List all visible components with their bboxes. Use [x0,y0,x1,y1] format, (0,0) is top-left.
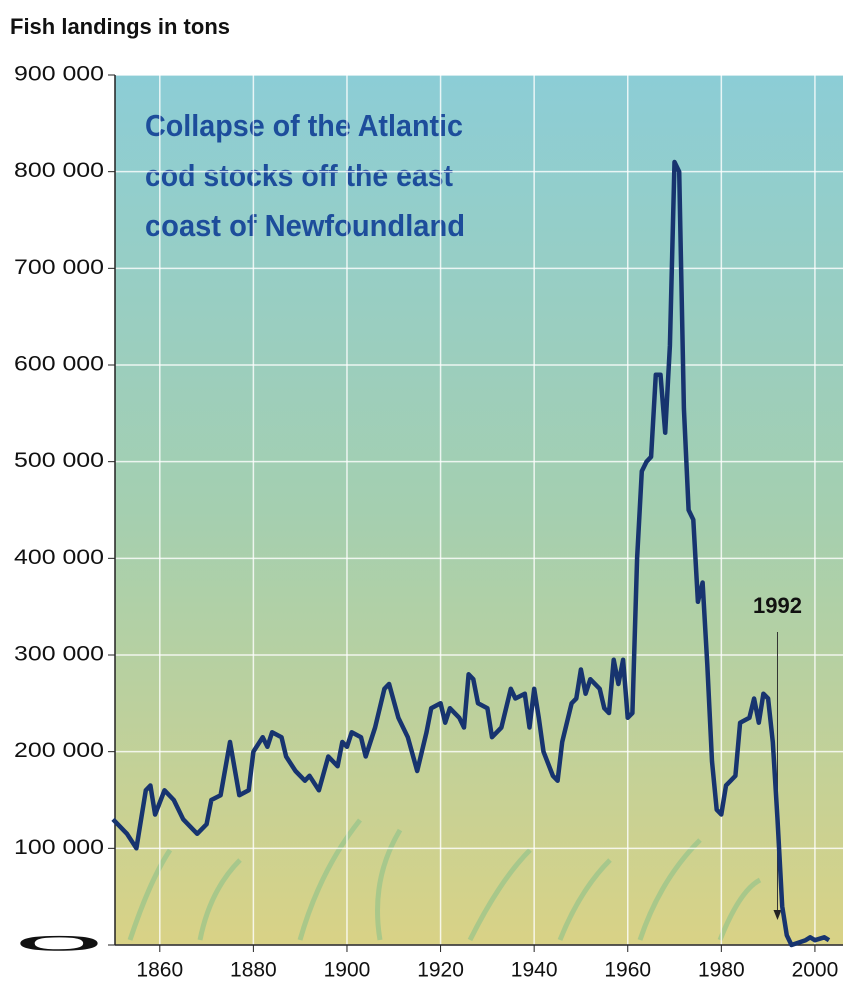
y-tick-label: 800 000 [14,159,104,182]
x-tick-label: 1860 [136,959,183,982]
y-tick-label: 500 000 [14,449,104,472]
x-tick-label: 1900 [324,959,371,982]
y-tick-label: 200 000 [14,739,104,762]
seaweed-decoration [127,818,762,942]
y-tick-label: 900 000 [14,63,104,86]
x-tick-label: 1980 [698,959,745,982]
annotation: Collapse of the Atlantic cod stocks off t… [145,108,465,243]
x-tick-label: 2000 [792,959,839,982]
annotation-text: cod stocks off the east [145,158,453,193]
x-tick-label: 1940 [511,959,558,982]
marker-arrow [773,910,782,920]
data-line [111,159,831,948]
y-tick-label: 400 000 [14,546,104,569]
x-tick-label: 1880 [230,959,277,982]
marker-label: 1992 [753,593,802,618]
y-tick-label: 100 000 [14,836,104,859]
plot-background [115,75,843,945]
y-tick-label: 0 [14,933,104,956]
annotation-text: Collapse of the Atlantic [145,108,463,143]
y-tick-label: 300 000 [14,643,104,666]
chart-title: Fish landings in tons [10,14,230,39]
x-tick-label: 1920 [417,959,464,982]
x-tick-label: 1960 [604,959,651,982]
y-tick-label: 700 000 [14,256,104,279]
annotation-text: coast of Newfoundland [145,208,465,243]
y-tick-label: 600 000 [14,353,104,376]
